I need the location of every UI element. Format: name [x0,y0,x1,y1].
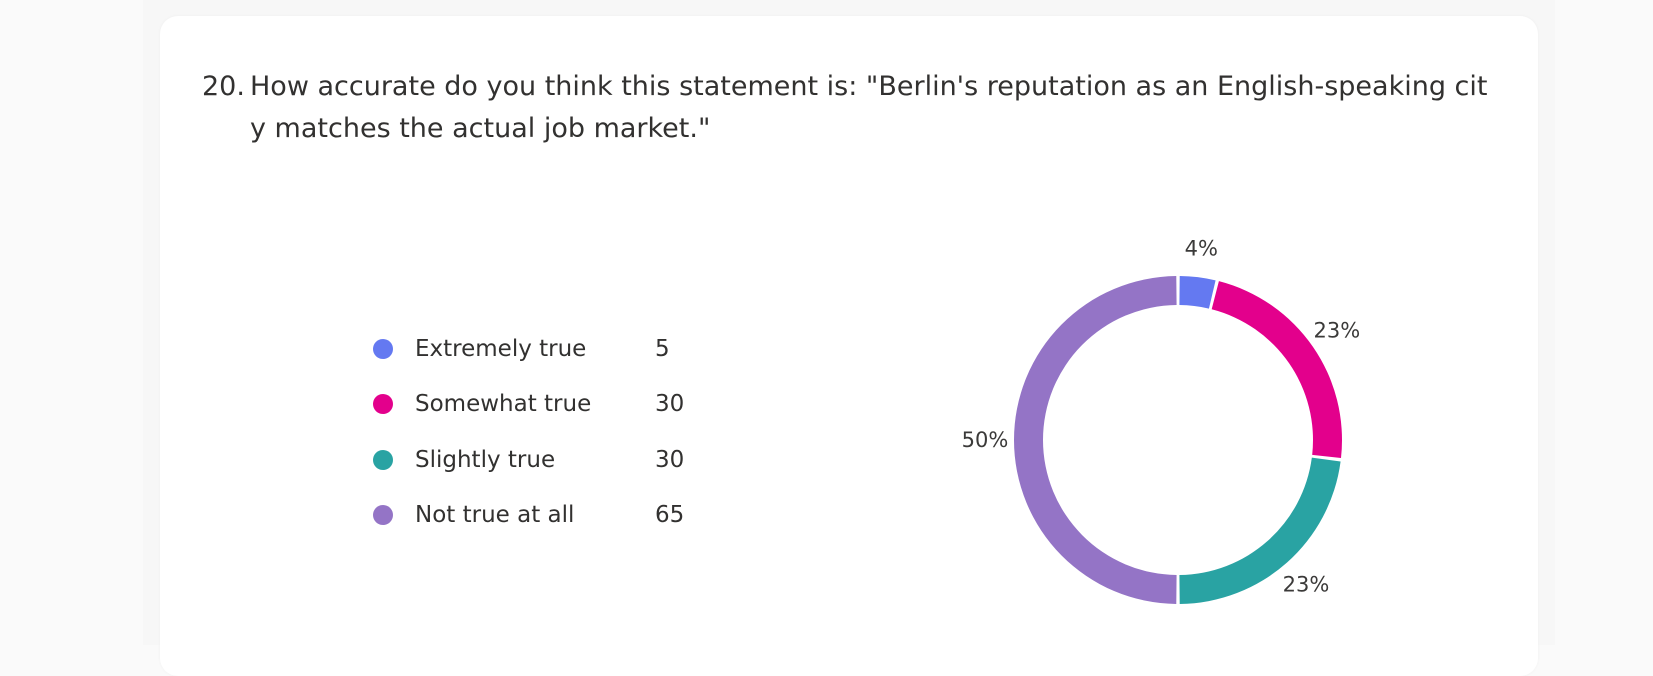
legend-label: Not true at all [415,502,575,528]
legend-item-slightly-true: Slightly true 30 [373,445,693,475]
legend-label: Extremely true [415,336,587,362]
legend-swatch [373,394,393,414]
donut-slice-somewhat-true[interactable] [1211,281,1342,459]
legend-count: 30 [655,447,685,473]
legend-swatch [373,450,393,470]
legend-item-extremely-true: Extremely true 5 [373,334,693,364]
legend-label: Somewhat true [415,391,592,417]
donut-slice-extremely-true[interactable] [1179,276,1216,309]
percent-label-not-true-at-all: 50% [962,428,1009,452]
legend-item-somewhat-true: Somewhat true 30 [373,389,693,419]
legend-count: 30 [655,391,685,417]
legend-swatch [373,505,393,525]
question-number: 20. [202,71,245,102]
question-heading: 20. How accurate do you think this state… [202,66,1502,150]
donut-slice-not-true-at-all[interactable] [1013,276,1177,604]
legend-count: 5 [655,336,670,362]
legend-item-not-true-at-all: Not true at all 65 [373,500,693,530]
donut-chart: 4% 23% 23% 50% [962,236,1360,604]
legend-swatch [373,339,393,359]
legend-count: 65 [655,502,685,528]
legend-label: Slightly true [415,447,556,473]
percent-label-slightly-true: 23% [1283,572,1330,596]
question-text: How accurate do you think this statement… [250,71,1488,144]
donut-slice-slightly-true[interactable] [1179,457,1341,604]
percent-label-extremely-true: 4% [1185,236,1218,260]
percent-label-somewhat-true: 23% [1313,318,1360,342]
